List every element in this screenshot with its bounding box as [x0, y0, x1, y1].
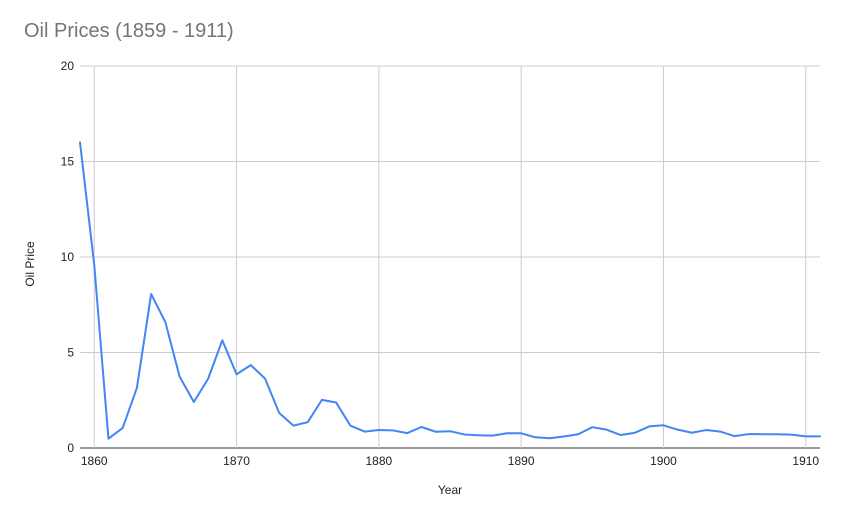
- x-tick-label: 1870: [223, 454, 250, 468]
- gridlines: [80, 65, 820, 449]
- x-tick-label: 1860: [81, 454, 108, 468]
- series-layer: [79, 141, 821, 440]
- chart-title: Oil Prices (1859 - 1911): [24, 20, 234, 42]
- y-tick-label: 0: [67, 441, 74, 455]
- series-line: [79, 141, 821, 440]
- y-tick-label: 20: [61, 59, 75, 73]
- x-tick-label: 1900: [650, 454, 677, 468]
- y-tick-label: 5: [67, 346, 74, 360]
- y-tick-label: 15: [61, 155, 75, 169]
- x-axis-title: Year: [438, 483, 462, 497]
- x-tick-label: 1910: [792, 454, 819, 468]
- tick-labels: 0 5 10 15 20 1860 1870 1880 1890 1900 1910: [61, 59, 820, 468]
- y-axis-title: Oil Price: [23, 241, 37, 287]
- x-tick-label: 1890: [508, 454, 535, 468]
- x-tick-label: 1880: [365, 454, 392, 468]
- y-tick-label: 10: [61, 250, 75, 264]
